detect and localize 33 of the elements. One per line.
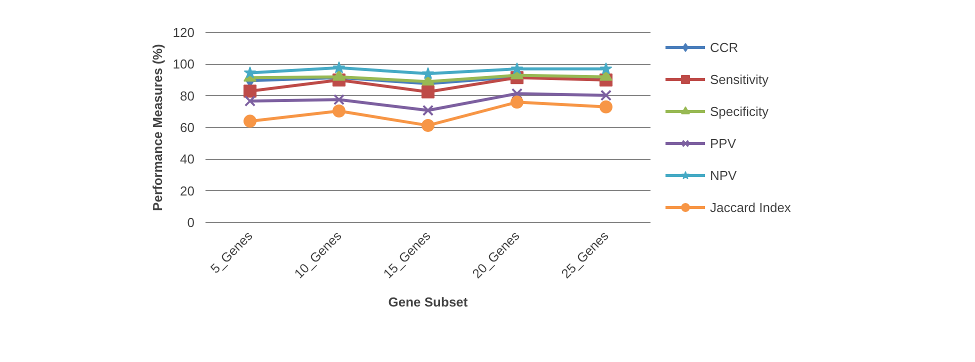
point bbox=[600, 90, 612, 101]
point bbox=[332, 69, 346, 81]
y-tick-label: 100 bbox=[172, 56, 195, 72]
point bbox=[511, 88, 523, 100]
y-axis-title: Performance Measures (%) bbox=[150, 44, 165, 211]
point bbox=[600, 100, 612, 114]
legend-label: Sensitivity bbox=[710, 72, 769, 86]
point bbox=[422, 67, 434, 80]
point bbox=[600, 62, 612, 74]
legend-label: Jaccard Index bbox=[710, 200, 791, 214]
point bbox=[510, 62, 524, 74]
point bbox=[333, 94, 345, 106]
y-tick-label: 0 bbox=[187, 215, 195, 230]
point bbox=[422, 85, 434, 98]
point bbox=[244, 66, 256, 78]
y-tick-label: 40 bbox=[180, 152, 195, 167]
y-tick-label: 20 bbox=[180, 183, 195, 198]
legend-label: NPV bbox=[710, 168, 737, 182]
point bbox=[332, 104, 346, 118]
point bbox=[332, 61, 346, 74]
legend-label: Specificity bbox=[710, 104, 769, 118]
point bbox=[244, 95, 256, 107]
y-tick-label: 120 bbox=[172, 25, 195, 40]
point bbox=[510, 96, 524, 109]
x-axis-title: Gene Subset bbox=[388, 294, 468, 310]
point bbox=[422, 118, 434, 132]
point bbox=[244, 84, 256, 98]
legend-label: PPV bbox=[710, 136, 736, 150]
point bbox=[244, 114, 256, 128]
y-tick-label: 80 bbox=[180, 88, 195, 104]
legend-label: CCR bbox=[710, 40, 738, 54]
y-tick-label: 60 bbox=[180, 120, 195, 135]
point bbox=[422, 104, 434, 116]
